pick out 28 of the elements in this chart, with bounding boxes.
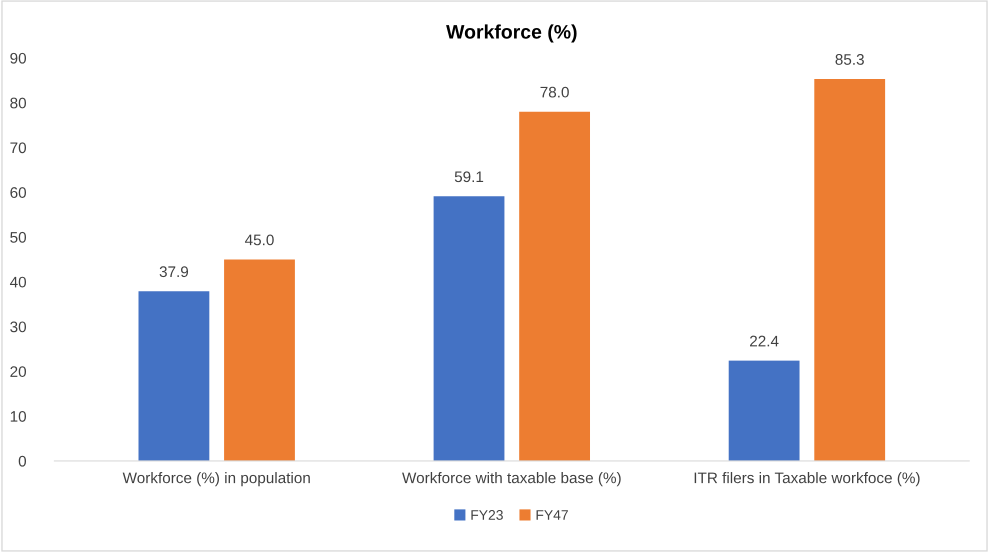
- bar: [434, 196, 504, 461]
- bar: [728, 360, 800, 461]
- data-label: 37.9: [160, 266, 188, 278]
- data-label: 45.0: [244, 234, 274, 246]
- y-tick-label: 50: [10, 232, 26, 243]
- bar: [519, 112, 590, 461]
- y-tick-label: 30: [10, 321, 26, 332]
- data-label: 59.1: [454, 171, 484, 182]
- x-tick-label: Workforce (%) in population: [122, 472, 310, 486]
- bar: [138, 291, 210, 461]
- y-tick-label: 80: [10, 98, 26, 108]
- y-tick-label: 90: [10, 52, 26, 64]
- legend-label: FY47: [536, 510, 568, 520]
- data-label: 22.4: [750, 336, 779, 346]
- y-tick-label: 40: [10, 276, 26, 288]
- data-label: 85.3: [836, 54, 864, 65]
- bar: [814, 79, 886, 461]
- x-tick-label: Workforce with taxable base (%): [402, 472, 621, 486]
- data-label: 78.0: [540, 86, 569, 98]
- legend-label: FY23: [471, 510, 503, 520]
- y-tick-label: 20: [10, 366, 26, 378]
- chart-title: Workforce (%): [446, 24, 577, 43]
- y-tick-label: 10: [10, 411, 26, 422]
- y-tick-label: 70: [10, 142, 26, 154]
- y-tick-label: 0: [18, 456, 26, 467]
- x-tick-label: ITR filers in Taxable workfoce (%): [694, 472, 920, 486]
- bar: [224, 259, 295, 461]
- y-tick-label: 60: [10, 187, 26, 198]
